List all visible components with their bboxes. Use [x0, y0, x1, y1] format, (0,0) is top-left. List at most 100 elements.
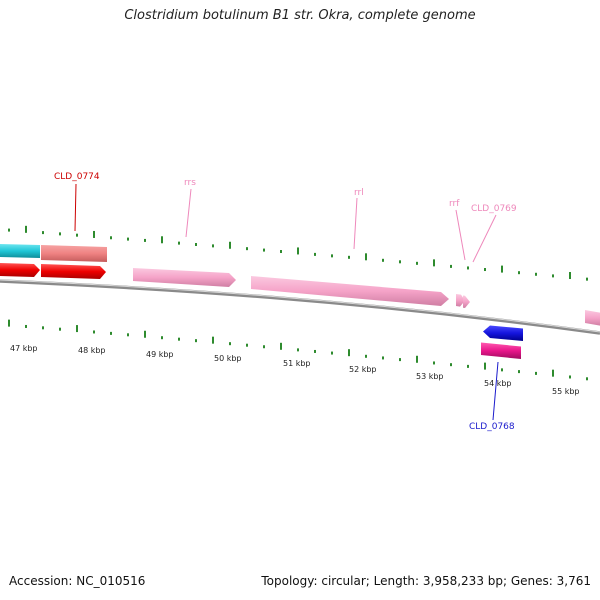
inner-minor-tick [127, 333, 129, 337]
leader-rrs [185, 188, 192, 238]
inner-major-tick [76, 325, 78, 333]
kbp-label: 50 kbp [214, 354, 242, 363]
kbp-label: 55 kbp [552, 387, 580, 396]
inner-minor-tick [246, 343, 248, 347]
inner-minor-tick [382, 356, 384, 360]
outer-minor-tick [382, 258, 384, 262]
rrna-feature-right-edge[interactable] [585, 310, 600, 326]
inner-minor-tick [569, 375, 571, 379]
inner-major-tick [212, 336, 214, 344]
rrna-feature-rrs[interactable] [133, 268, 236, 287]
inner-major-tick [416, 355, 418, 363]
gene-label-rrs[interactable]: rrs [184, 178, 196, 188]
kbp-label: 47 kbp [10, 344, 38, 353]
outer-major-tick [501, 265, 503, 273]
inner-minor-tick [501, 368, 503, 372]
cds-feature-left[interactable] [0, 263, 40, 277]
outer-major-tick [229, 241, 231, 249]
outer-minor-tick [399, 260, 401, 264]
inner-minor-tick [314, 349, 316, 353]
kbp-label: 53 kbp [416, 372, 444, 381]
outer-minor-tick [467, 266, 469, 270]
inner-major-tick [8, 319, 10, 327]
rrna-feature-rrf[interactable] [456, 294, 465, 307]
inner-major-tick [552, 369, 554, 377]
forward-strand-features [0, 263, 600, 326]
inner-minor-tick [25, 324, 27, 328]
gene-label-rrl[interactable]: rrl [354, 188, 364, 198]
inner-minor-tick [467, 364, 469, 368]
outer-major-tick [161, 236, 163, 244]
kbp-label: 52 kbp [349, 365, 377, 374]
inner-minor-tick [93, 330, 95, 334]
outer-major-tick [93, 230, 95, 238]
inner-minor-tick [178, 337, 180, 341]
cyan-category-feature[interactable] [0, 244, 40, 258]
inner-minor-tick [195, 339, 197, 343]
outer-minor-tick [552, 274, 554, 278]
outer-major-tick [433, 259, 435, 267]
cds-feature-cld-0774[interactable] [41, 264, 106, 279]
reverse-strand-features [481, 325, 523, 360]
outer-minor-tick [212, 244, 214, 248]
inner-minor-tick [42, 326, 44, 330]
genome-backbone-highlight [0, 279, 600, 333]
outer-minor-tick [518, 271, 520, 275]
outer-minor-tick [535, 272, 537, 276]
inner-minor-tick [399, 358, 401, 362]
cds-feature-cld-0768[interactable] [483, 325, 523, 342]
leader-cld-0768 [492, 361, 499, 421]
kbp-label: 51 kbp [283, 359, 311, 368]
rrna-feature-cld-0769[interactable] [463, 295, 470, 309]
kbp-label: 48 kbp [78, 346, 106, 355]
gene-label-cld-0768[interactable]: CLD_0768 [469, 422, 515, 432]
kbp-scale: 47 kbp 48 kbp 49 kbp 50 kbp 51 kbp 52 kb… [10, 344, 580, 396]
label-leaders [74, 183, 499, 421]
inner-minor-tick [586, 377, 588, 381]
outer-minor-tick [144, 238, 146, 242]
kbp-label: 49 kbp [146, 350, 174, 359]
inner-minor-tick [433, 361, 435, 365]
outer-minor-tick [8, 228, 10, 232]
kbp-label: 54 kbp [484, 379, 512, 388]
inner-tick-ring [8, 319, 588, 381]
inner-minor-tick [331, 351, 333, 355]
gene-label-rrf[interactable]: rrf [449, 199, 460, 209]
inner-minor-tick [535, 371, 537, 375]
inner-minor-tick [110, 331, 112, 335]
outer-major-tick [569, 272, 571, 280]
magenta-category-feature[interactable] [481, 342, 521, 360]
inner-major-tick [348, 349, 350, 357]
genome-stats-text: Topology: circular; Length: 3,958,233 bp… [261, 574, 591, 588]
inner-major-tick [280, 342, 282, 350]
inner-major-tick [484, 362, 486, 370]
genome-title: Clostridium botulinum B1 str. Okra, comp… [124, 8, 476, 23]
gene-label-cld-0769[interactable]: CLD_0769 [471, 204, 517, 214]
outer-minor-tick [280, 250, 282, 254]
inner-minor-tick [365, 354, 367, 358]
gene-label-cld-0774[interactable]: CLD_0774 [54, 172, 100, 182]
outer-minor-tick [348, 255, 350, 259]
outer-minor-tick [76, 233, 78, 237]
rrna-feature-rrl[interactable] [251, 276, 449, 306]
inner-major-tick [144, 330, 146, 338]
outer-minor-tick [263, 248, 265, 252]
salmon-category-feature[interactable] [41, 245, 107, 262]
genome-backbone [0, 279, 600, 335]
inner-minor-tick [229, 342, 231, 346]
inner-minor-tick [518, 370, 520, 374]
outer-minor-tick [416, 261, 418, 265]
outer-minor-tick [59, 232, 61, 236]
outer-minor-tick [450, 264, 452, 268]
leader-rrf [455, 209, 466, 261]
outer-minor-tick [178, 241, 180, 245]
outer-minor-tick [195, 242, 197, 246]
leader-rrl [353, 197, 358, 250]
outer-minor-tick [331, 254, 333, 258]
outer-tick-ring [8, 225, 588, 281]
outer-major-tick [25, 225, 27, 233]
outer-minor-tick [127, 237, 129, 241]
outer-minor-tick [314, 252, 316, 256]
outer-minor-tick [246, 247, 248, 251]
